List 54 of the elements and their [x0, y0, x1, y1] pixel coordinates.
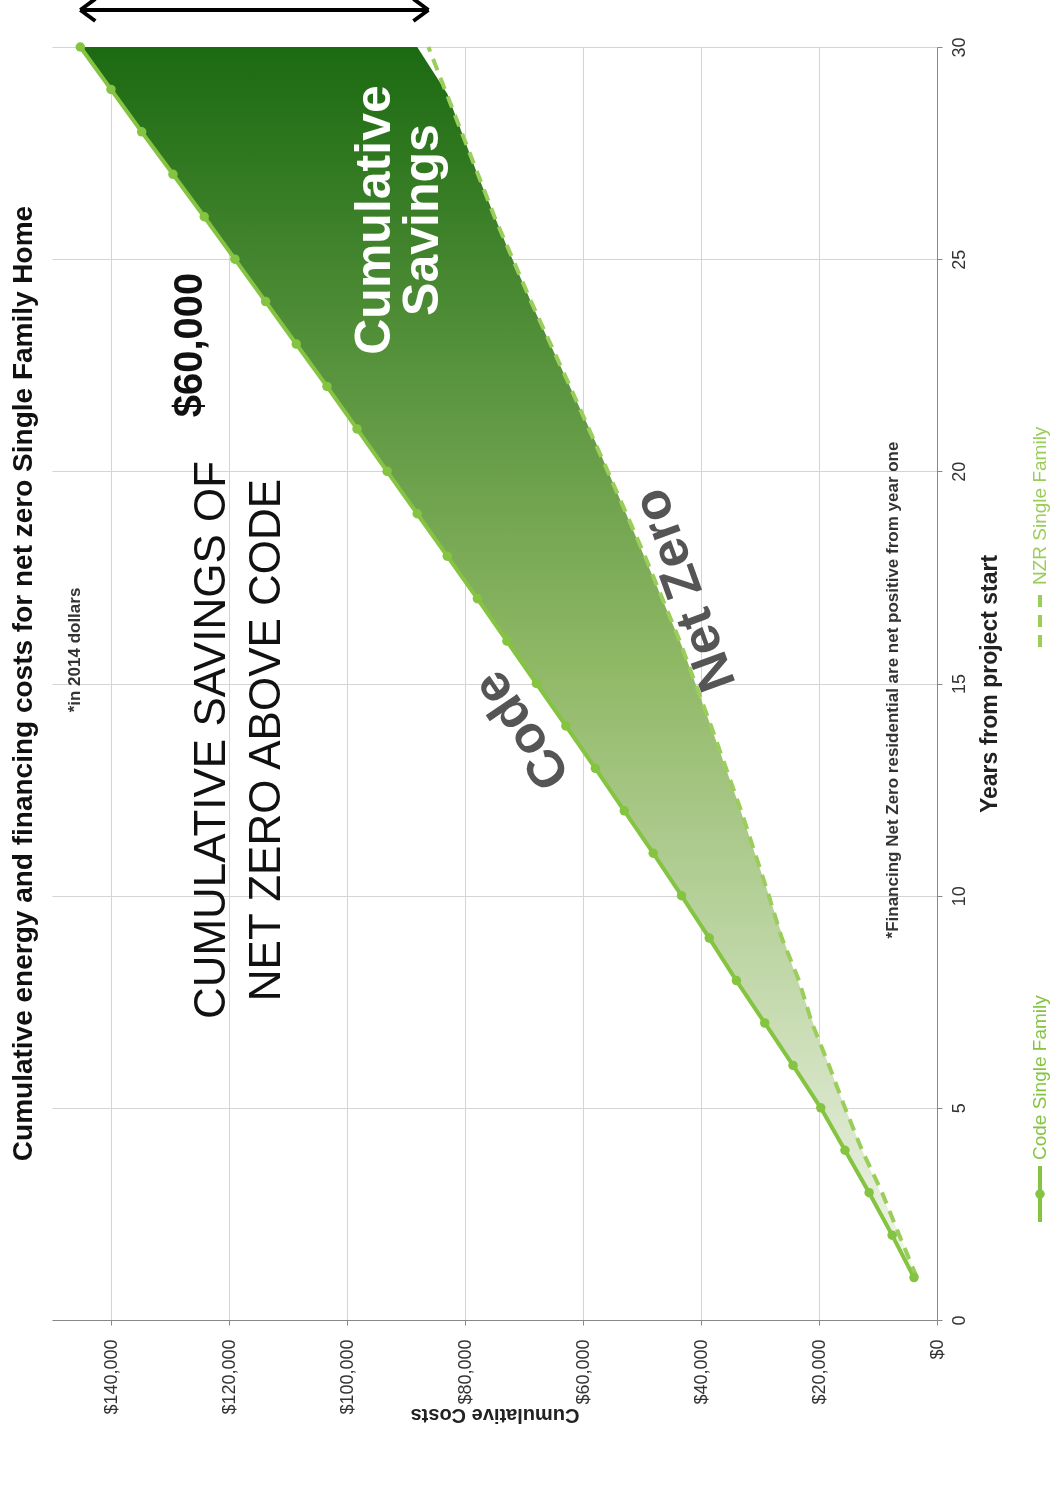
point — [260, 296, 271, 307]
point — [759, 1018, 770, 1028]
x-tick-label: $0 — [926, 1339, 947, 1360]
point — [864, 1187, 874, 1198]
point — [590, 763, 601, 774]
x-tick-label: $40,000 — [690, 1339, 711, 1405]
y-tick-label: 20 — [948, 461, 969, 482]
y-tick-label: 5 — [948, 1103, 969, 1114]
point — [676, 890, 687, 901]
point — [412, 509, 422, 519]
point — [75, 42, 86, 52]
x-tick-label: $100,000 — [336, 1339, 357, 1415]
y-tick-label: 0 — [948, 1315, 969, 1326]
annotation: $60,000 — [166, 272, 210, 418]
point — [887, 1230, 897, 1240]
point — [472, 593, 483, 604]
point — [382, 466, 392, 477]
point — [840, 1145, 850, 1155]
point — [704, 933, 714, 943]
point — [199, 212, 209, 222]
annotation: CUMULATIVE SAVINGS OF NET ZERO ABOVE CODE — [185, 460, 289, 1020]
point — [352, 424, 362, 434]
point — [502, 636, 512, 646]
y-tick-label: 30 — [948, 37, 969, 58]
x-tick-label: $20,000 — [808, 1339, 829, 1405]
text: Code Single Family — [1029, 994, 1050, 1160]
y-tick-label: 25 — [948, 249, 969, 270]
text: NZR Single Family — [1029, 426, 1050, 585]
x-tick-label: $120,000 — [218, 1339, 239, 1415]
point — [619, 806, 630, 816]
point — [291, 339, 301, 349]
y-tick-label: 10 — [948, 886, 969, 907]
point — [731, 975, 742, 986]
y-tick-label: 15 — [948, 673, 969, 695]
text: Cumulative energy and financing costs for net zero Single Family Home — [7, 205, 38, 1162]
y-axis-title: Years from project start — [975, 554, 1002, 814]
x-tick-label: $60,000 — [572, 1339, 593, 1405]
point — [788, 1060, 798, 1071]
point — [136, 127, 147, 137]
point — [816, 1103, 826, 1113]
x-tick-label: $140,000 — [100, 1339, 121, 1415]
annotation: *Financing Net Zero residential are net positive from year one — [883, 441, 902, 939]
point — [648, 848, 658, 858]
point — [168, 169, 178, 180]
x-tick-label: $80,000 — [454, 1339, 475, 1405]
x-axis-title: Cumulative Costs — [410, 1404, 580, 1427]
point — [322, 381, 332, 392]
point — [442, 551, 453, 561]
annotation: Net Zero — [619, 481, 747, 700]
point — [106, 84, 116, 95]
point — [909, 1272, 919, 1283]
annotation: *in 2014 dollars — [65, 587, 84, 713]
annotation: Cumulative Savings — [345, 85, 449, 355]
point — [230, 254, 240, 264]
